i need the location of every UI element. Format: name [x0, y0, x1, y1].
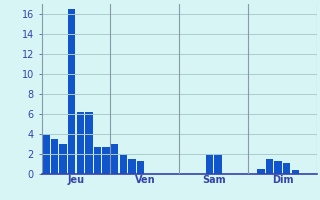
Bar [42, 134, 50, 174]
Bar [94, 147, 101, 174]
Bar [51, 139, 58, 174]
Bar [60, 144, 67, 174]
Bar [85, 112, 92, 174]
Bar [111, 144, 118, 174]
Bar [266, 159, 273, 174]
Bar [68, 9, 75, 174]
Bar [128, 159, 136, 174]
Bar [77, 112, 84, 174]
Bar [137, 161, 144, 174]
Bar [283, 163, 290, 174]
Bar [275, 161, 282, 174]
Bar [292, 170, 299, 174]
Bar [102, 147, 110, 174]
Bar [257, 169, 265, 174]
Bar [214, 154, 221, 174]
Bar [206, 154, 213, 174]
Bar [120, 154, 127, 174]
